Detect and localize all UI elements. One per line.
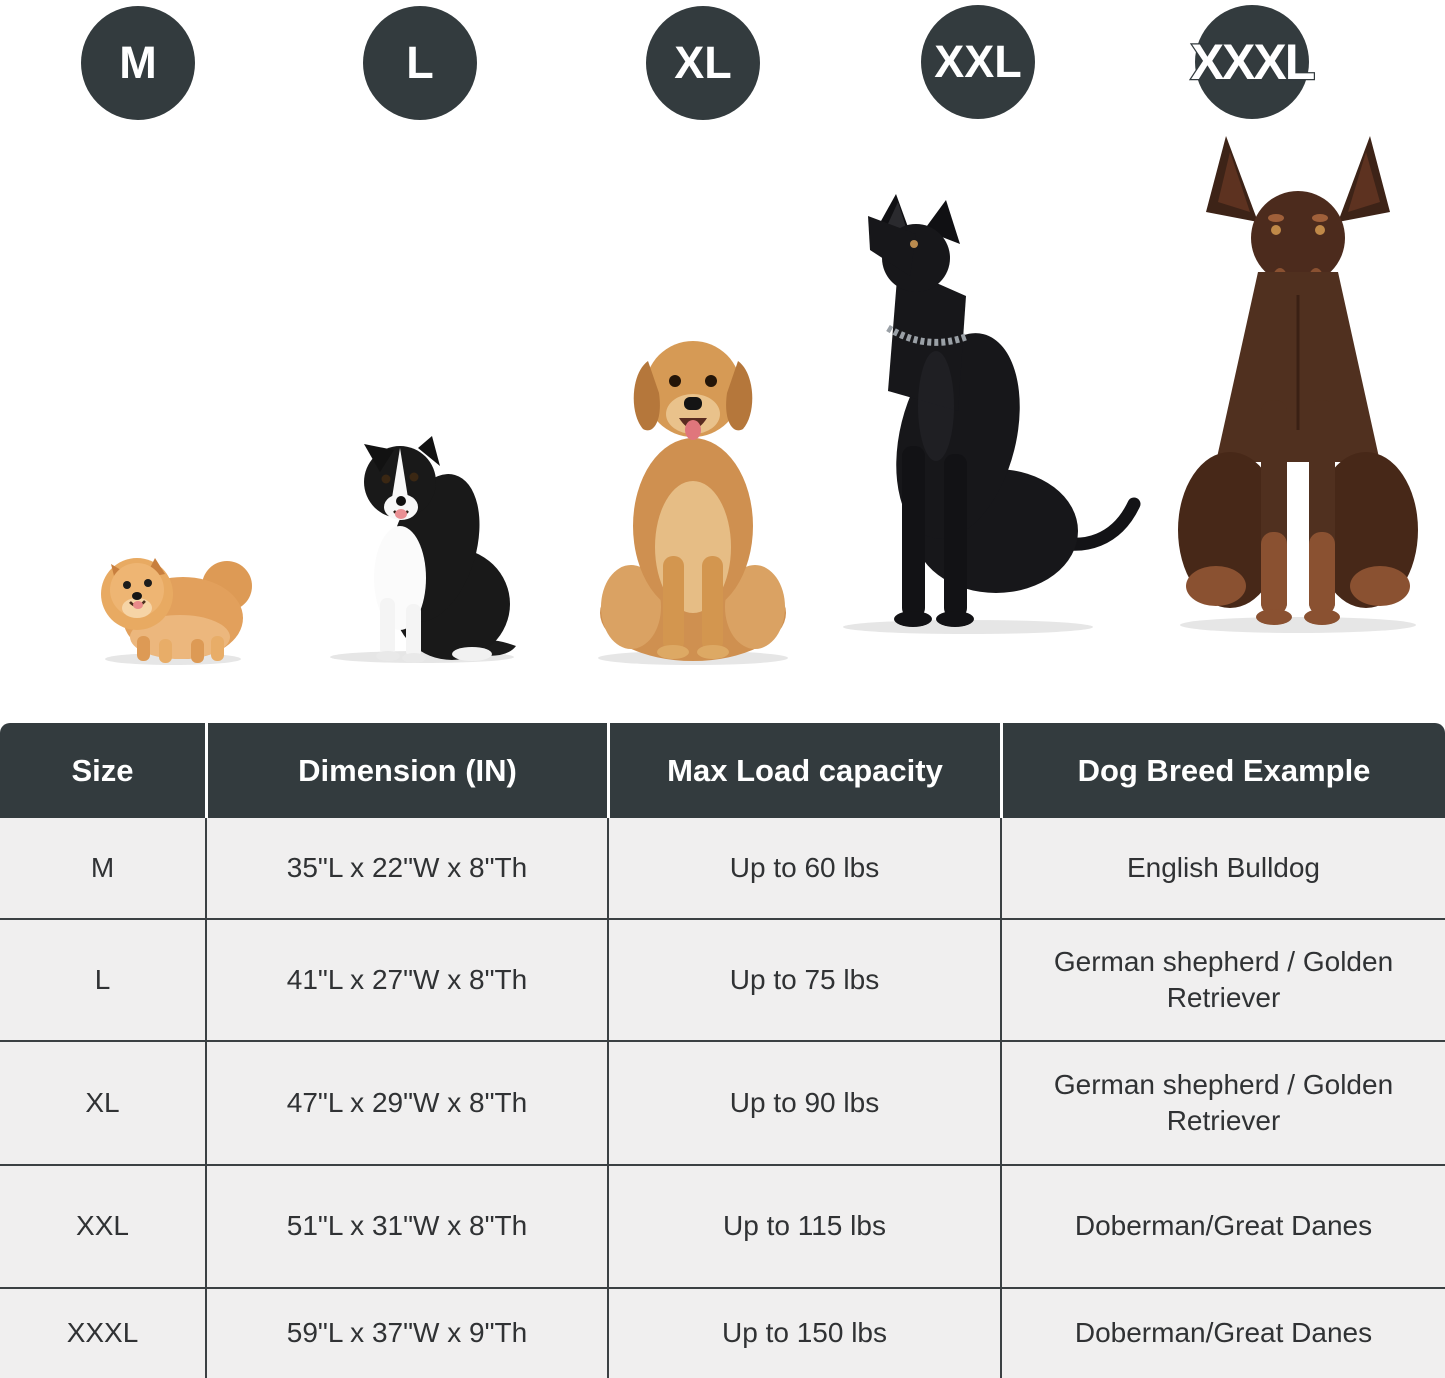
cell-size: XL: [85, 1086, 120, 1118]
cell-max-load: Up to 75 lbs: [607, 920, 1000, 1040]
table-row: XXL 51"L x 31"W x 8"Th Up to 115 lbs Dob…: [0, 1164, 1445, 1287]
table-row: XL 47"L x 29"W x 8"Th Up to 90 lbs Germa…: [0, 1040, 1445, 1164]
cell-dimension: 47"L x 29"W x 8"Th: [205, 1042, 607, 1164]
cell-dimension: 59"L x 37"W x 9"Th: [205, 1289, 607, 1378]
cell-breed: Doberman/Great Danes: [1000, 1289, 1445, 1378]
table-row: M 35"L x 22"W x 8"Th Up to 60 lbs Englis…: [0, 818, 1445, 918]
dog-image-great-dane: [818, 186, 1148, 636]
cell-size: XXL: [76, 1210, 129, 1242]
badge-label: M: [119, 37, 157, 88]
cell-breed: German shepherd / Golden Retriever: [1000, 920, 1445, 1040]
dog-image-doberman: [1158, 130, 1438, 635]
table-header-row: Size Dimension (IN) Max Load capacity Do…: [0, 723, 1445, 818]
badge-label: XXXL: [1189, 33, 1316, 92]
size-badge-xxl: XXL: [921, 5, 1035, 119]
column-header-size: Size: [71, 752, 134, 788]
table-row: L 41"L x 27"W x 8"Th Up to 75 lbs German…: [0, 918, 1445, 1040]
size-badge-xl: XL: [646, 6, 760, 120]
dog-image-golden-retriever: [593, 321, 793, 666]
column-header-max-load: Max Load capacity: [607, 723, 1000, 818]
size-badge-m: M: [81, 6, 195, 120]
column-header-breed: Dog Breed Example: [1000, 723, 1445, 818]
size-badge-l: L: [363, 6, 477, 120]
cell-breed: German shepherd / Golden Retriever: [1000, 1042, 1445, 1164]
cell-size: M: [90, 851, 115, 883]
cell-max-load: Up to 150 lbs: [607, 1289, 1000, 1378]
dog-image-border-collie: [312, 406, 517, 664]
cell-dimension: 35"L x 22"W x 8"Th: [205, 818, 607, 918]
size-badge-xxxl: XXXL: [1189, 5, 1317, 119]
cell-dimension: 51"L x 31"W x 8"Th: [205, 1166, 607, 1287]
cell-dimension: 41"L x 27"W x 8"Th: [205, 920, 607, 1040]
cell-max-load: Up to 90 lbs: [607, 1042, 1000, 1164]
dog-image-pomeranian: [85, 538, 255, 666]
cell-size: L: [94, 963, 111, 995]
size-table: Size Dimension (IN) Max Load capacity Do…: [0, 723, 1445, 1378]
table-row: XXXL 59"L x 37"W x 9"Th Up to 150 lbs Do…: [0, 1287, 1445, 1378]
cell-max-load: Up to 60 lbs: [607, 818, 1000, 918]
cell-max-load: Up to 115 lbs: [607, 1166, 1000, 1287]
cell-breed: Doberman/Great Danes: [1000, 1166, 1445, 1287]
badge-label: XXL: [934, 36, 1022, 87]
cell-breed: English Bulldog: [1000, 818, 1445, 918]
column-header-dimension: Dimension (IN): [205, 723, 607, 818]
badge-label: XL: [674, 37, 732, 88]
cell-size: XXXL: [66, 1317, 139, 1349]
badge-label: L: [406, 37, 434, 88]
